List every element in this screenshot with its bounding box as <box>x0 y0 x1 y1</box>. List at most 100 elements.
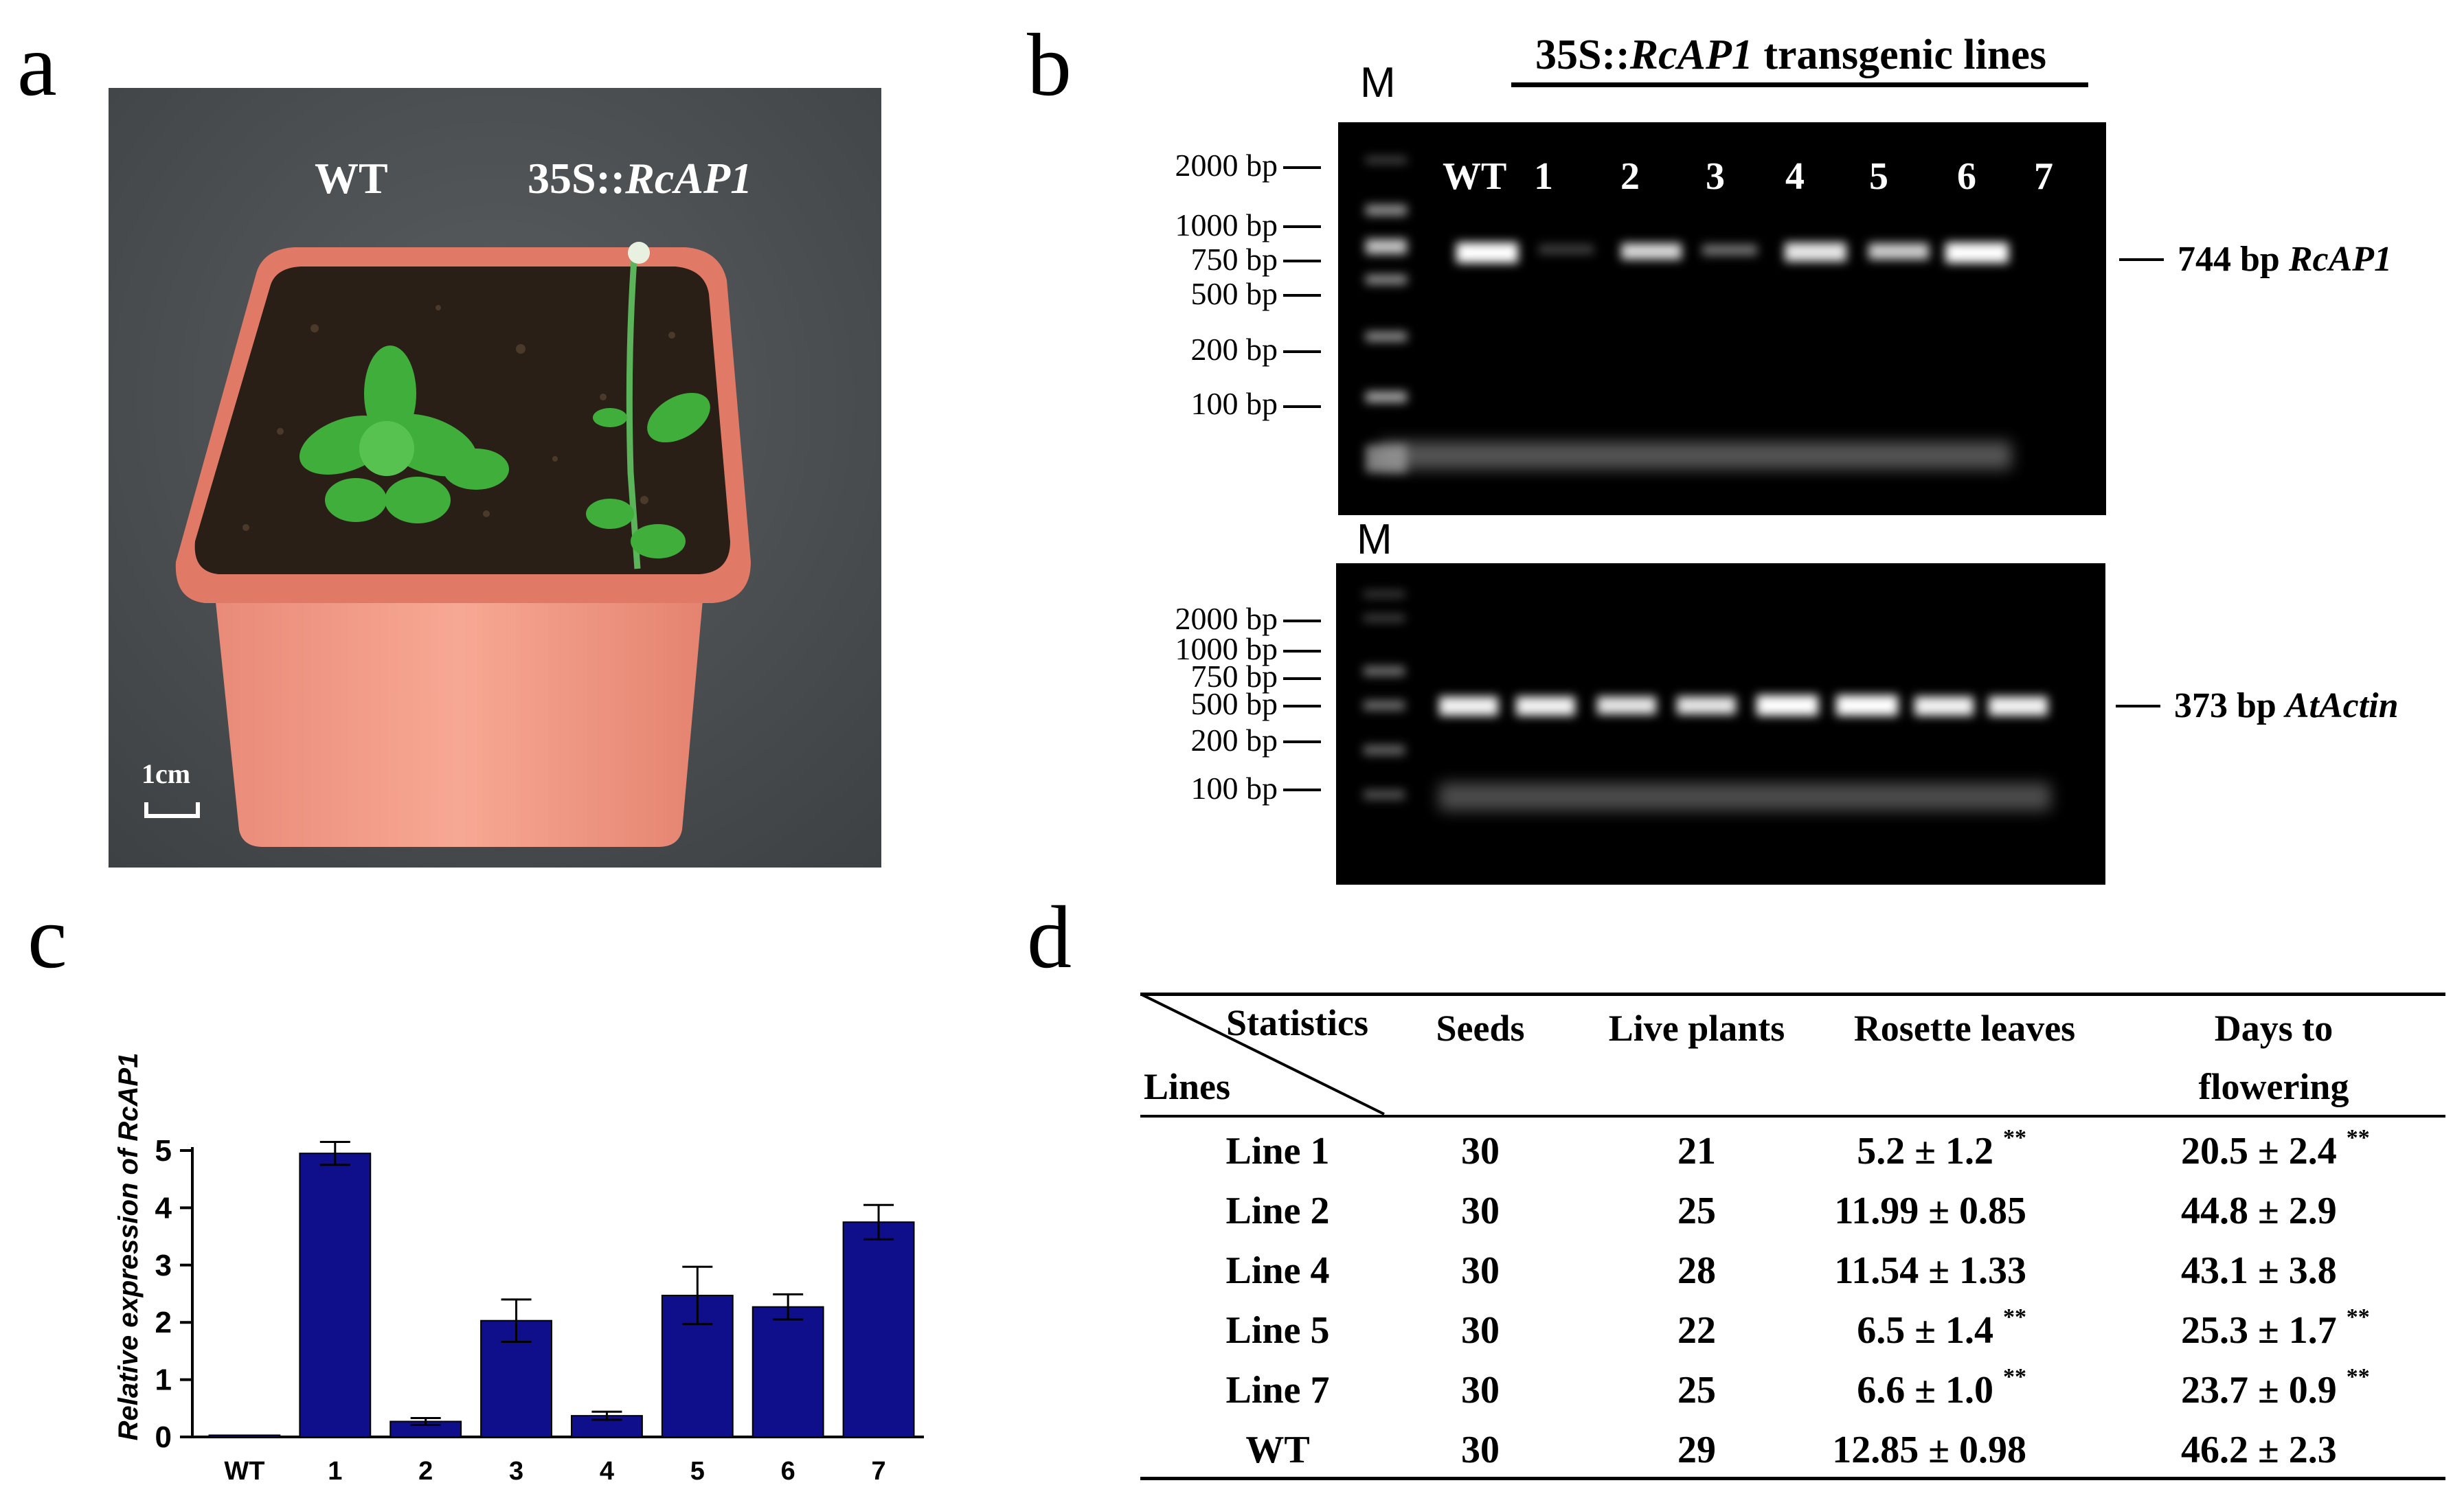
header-seeds: Seeds <box>1436 1008 1525 1049</box>
table-header-rule <box>1140 1115 2445 1118</box>
marker-label-top: M <box>1360 59 1396 106</box>
bottom-band-label: 373 bp AtActin <box>2174 686 2399 725</box>
cell-live-plants: 25 <box>1677 1369 1716 1412</box>
scale-bar-label: 1cm <box>142 758 191 789</box>
y-tick-label: 4 <box>155 1191 172 1225</box>
header-lines: Lines <box>1144 1066 1231 1107</box>
bottom-ladder-750: 750 bp <box>1190 659 1278 694</box>
cell-days-to-flowering: 23.7 ± 0.9 ** <box>2181 1364 2370 1412</box>
cell-line: Line 2 <box>1225 1190 1330 1232</box>
top-ladder-tick-500 <box>1283 294 1321 297</box>
significance-mark: ** <box>2346 1304 2370 1330</box>
y-tick-label: 5 <box>155 1134 172 1168</box>
pot-body <box>212 562 706 847</box>
cell-seeds: 30 <box>1461 1429 1500 1471</box>
top-ladder-tick-1000 <box>1283 225 1321 228</box>
panel-letter-b: b <box>1027 16 1072 115</box>
cell-live-plants: 29 <box>1677 1429 1716 1471</box>
bottom-ladder-tick-200 <box>1283 740 1321 743</box>
bar-7 <box>842 1221 915 1438</box>
panel-letter-a: a <box>17 16 57 115</box>
label-transgenic: 35S::RcAP1 <box>528 154 753 203</box>
bottom-ladder-tick-500 <box>1283 705 1321 707</box>
header-rosette-leaves: Rosette leaves <box>1853 1008 2076 1049</box>
significance-mark: ** <box>2003 1304 2026 1330</box>
plant-photo-illustration <box>109 88 881 868</box>
y-axis-label: Relative expression of RcAP1 <box>113 1053 144 1441</box>
bottom-ladder-tick-100 <box>1283 789 1321 791</box>
cell-seeds: 30 <box>1461 1190 1500 1232</box>
plant-photo: WT 35S::RcAP1 1cm <box>109 88 881 868</box>
top-ladder-tick-100 <box>1283 405 1321 408</box>
y-tick-label: 2 <box>155 1306 172 1339</box>
transgenic-plant <box>586 242 710 569</box>
top-band-label: 744 bp RcAP1 <box>2178 240 2393 279</box>
cell-rosette-leaves: 5.2 ± 1.2 ** <box>1857 1125 2026 1172</box>
cell-seeds: 30 <box>1461 1309 1500 1352</box>
bar-1 <box>299 1153 372 1438</box>
bottom-ladder-2000: 2000 bp <box>1175 601 1278 636</box>
bottom-ladder-tick-1000 <box>1283 650 1321 653</box>
y-tick-label: 1 <box>155 1363 172 1397</box>
cell-seeds: 30 <box>1461 1369 1500 1412</box>
gel-title: 35S::RcAP1 transgenic lines <box>1535 32 2046 78</box>
expression-bar-chart: Relative expression of RcAP1 0 1 2 3 4 5 WT 1 2 3… <box>113 1053 924 1486</box>
x-tick-label: 2 <box>418 1457 433 1486</box>
wt-rosette <box>299 345 509 523</box>
lane-label-wt: WT <box>1443 155 1507 198</box>
top-ladder-tick-750 <box>1283 260 1321 262</box>
top-ladder-1000: 1000 bp <box>1175 207 1278 242</box>
top-ladder-2000: 2000 bp <box>1175 148 1278 183</box>
top-band-pointer <box>2119 258 2164 261</box>
table-header-diagonal <box>1140 994 1385 1115</box>
cell-rosette-leaves: 11.99 ± 0.85 <box>1834 1190 2026 1232</box>
header-days-line1: Days to <box>2214 1008 2333 1049</box>
cell-line: Line 5 <box>1225 1309 1330 1352</box>
lane-label-7: 7 <box>2034 155 2053 198</box>
lane-label-3: 3 <box>1706 155 1725 198</box>
significance-mark: ** <box>2346 1364 2370 1390</box>
significance-mark: ** <box>2346 1125 2370 1151</box>
bottom-ladder-500: 500 bp <box>1190 686 1278 721</box>
bar-6 <box>751 1306 824 1438</box>
cell-line: Line 4 <box>1225 1249 1330 1292</box>
bottom-band-pointer <box>2116 705 2160 707</box>
table-top-rule <box>1140 993 2445 996</box>
cell-line: Line 1 <box>1225 1130 1330 1172</box>
top-ladder-tick-200 <box>1283 350 1321 353</box>
cell-rosette-leaves: 12.85 ± 0.98 <box>1832 1429 2026 1471</box>
header-live-plants: Live plants <box>1608 1008 1785 1049</box>
cell-line: Line 7 <box>1225 1369 1330 1412</box>
x-tick-label: 1 <box>328 1457 342 1486</box>
gel-title-underline <box>1511 82 2088 87</box>
cell-days-to-flowering: 46.2 ± 2.3 <box>2181 1429 2337 1471</box>
bottom-ladder-200: 200 bp <box>1190 723 1278 758</box>
header-statistics: Statistics <box>1226 1002 1368 1043</box>
label-wt: WT <box>315 154 388 203</box>
lane-label-1: 1 <box>1534 155 1553 198</box>
cell-live-plants: 25 <box>1677 1190 1716 1232</box>
x-tick-label: 3 <box>509 1457 523 1486</box>
x-tick-label: 4 <box>600 1457 614 1486</box>
cell-rosette-leaves: 6.6 ± 1.0 ** <box>1857 1364 2026 1412</box>
x-tick-label: 5 <box>690 1457 705 1486</box>
header-days-line2: flowering <box>2198 1066 2349 1107</box>
lane-label-2: 2 <box>1620 155 1640 198</box>
cell-seeds: 30 <box>1461 1130 1500 1172</box>
cell-days-to-flowering: 44.8 ± 2.9 <box>2181 1190 2337 1232</box>
cell-days-to-flowering: 43.1 ± 3.8 <box>2181 1249 2337 1292</box>
cell-rosette-leaves: 11.54 ± 1.33 <box>1834 1249 2026 1292</box>
top-ladder-200: 200 bp <box>1190 332 1278 367</box>
gel-bottom <box>1336 563 2105 885</box>
x-tick-label: WT <box>224 1457 264 1486</box>
gel-top <box>1338 122 2106 515</box>
significance-mark: ** <box>2003 1125 2026 1151</box>
top-ladder-100: 100 bp <box>1190 386 1278 421</box>
cell-live-plants: 21 <box>1677 1130 1716 1172</box>
lane-label-5: 5 <box>1869 155 1888 198</box>
cell-live-plants: 28 <box>1677 1249 1716 1292</box>
chart-ticks: 0 1 2 3 4 5 WT 1 2 3 4 5 6 7 <box>155 1134 886 1486</box>
y-tick-label: 0 <box>155 1420 172 1454</box>
panel-letter-c: c <box>27 888 67 987</box>
cell-days-to-flowering: 25.3 ± 1.7 ** <box>2181 1304 2370 1352</box>
